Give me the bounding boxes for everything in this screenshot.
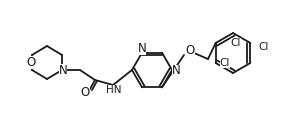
Text: N: N [138, 42, 146, 55]
Text: O: O [80, 86, 90, 100]
Text: O: O [26, 56, 36, 69]
Text: O: O [185, 44, 195, 58]
Text: Cl: Cl [258, 42, 268, 52]
Text: HN: HN [106, 85, 122, 95]
Text: Cl: Cl [220, 58, 230, 68]
Text: Cl: Cl [231, 38, 241, 48]
Text: N: N [171, 64, 180, 78]
Text: N: N [58, 64, 67, 76]
